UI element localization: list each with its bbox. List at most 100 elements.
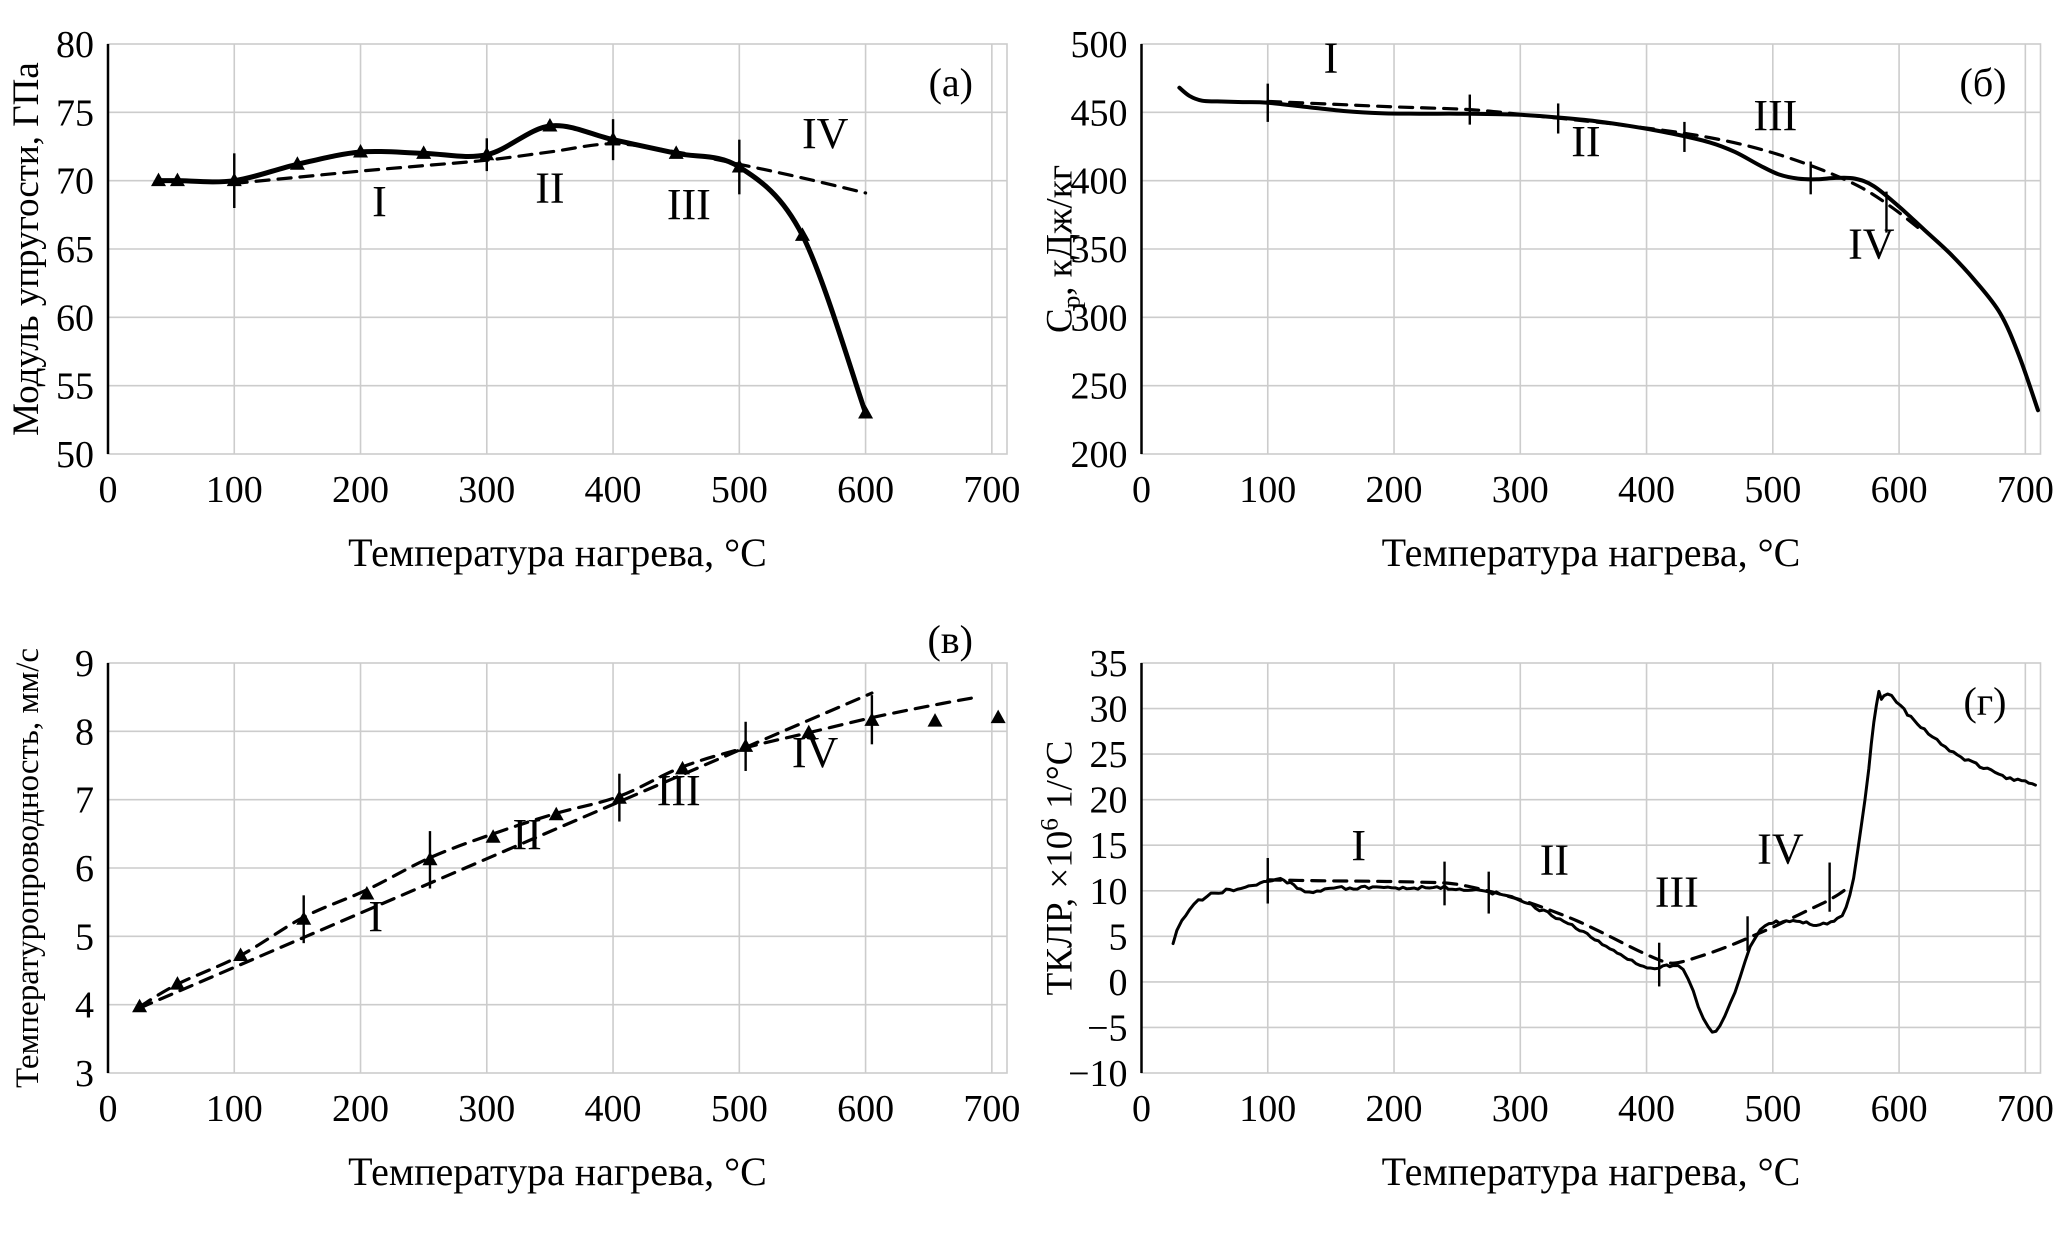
triangle-marker: [794, 227, 810, 241]
x-tick-label-100: 100: [1239, 469, 1296, 511]
triangle-marker: [731, 159, 747, 173]
triangle-marker: [353, 143, 369, 158]
series-measured-noisy-curve: [1171, 689, 2037, 1034]
stage-label-IV: IV: [1757, 824, 1804, 873]
x-tick-label-700: 700: [963, 1088, 1020, 1130]
stage-label-II: II: [1540, 835, 1569, 884]
y-tick-label-5: 5: [75, 916, 94, 958]
x-tick-label-300: 300: [1492, 1088, 1549, 1130]
triangle-marker: [226, 172, 242, 187]
x-tick-label-0: 0: [1132, 1088, 1151, 1130]
x-tick-label-0: 0: [99, 469, 118, 511]
stage-label-I: I: [368, 892, 383, 941]
triangle-marker: [233, 947, 249, 961]
triangle-marker: [151, 172, 167, 187]
triangle-marker: [927, 713, 943, 727]
x-tick-label-200: 200: [1366, 469, 1423, 511]
x-tick-label-400: 400: [1618, 469, 1675, 511]
x-tick-label-600: 600: [837, 469, 894, 511]
stage-label-III: III: [667, 180, 711, 229]
y-tick-label-9: 9: [75, 643, 94, 685]
y-tick-label-80: 80: [56, 24, 94, 66]
y-axis-title: Модуль упругости, ГПа: [6, 62, 47, 436]
y-tick-label-5: 5: [1109, 916, 1128, 958]
x-tick-label-500: 500: [711, 1088, 768, 1130]
y-axis-title: Температуропроводность, мм/с: [10, 648, 46, 1088]
x-tick-label-200: 200: [332, 1088, 389, 1130]
triangle-marker: [548, 806, 564, 821]
y-tick-label-7: 7: [75, 780, 94, 822]
x-tick-label-0: 0: [99, 1088, 118, 1130]
y-tick-label-25: 25: [1090, 734, 1128, 776]
x-tick-label-700: 700: [1997, 1088, 2054, 1130]
stage-label-IV: IV: [1848, 220, 1895, 269]
x-tick-label-100: 100: [1239, 1088, 1296, 1130]
stage-label-III: III: [1655, 867, 1699, 916]
y-axis-title: Cp​, кДж/кг: [1040, 165, 1086, 333]
x-tick-label-400: 400: [1618, 1088, 1675, 1130]
stage-label-IV: IV: [792, 728, 839, 777]
triangle-marker: [485, 829, 501, 843]
triangle-marker: [675, 760, 691, 775]
x-tick-label-700: 700: [963, 469, 1020, 511]
panel-letter: (г): [1963, 679, 2006, 724]
y-tick-label-4: 4: [75, 985, 94, 1027]
y-tick-label-350: 350: [1071, 229, 1128, 271]
y-tick-label-0: 0: [1109, 962, 1128, 1004]
triangle-marker: [542, 118, 558, 132]
stage-label-I: I: [1324, 34, 1339, 83]
stage-label-III: III: [657, 766, 701, 815]
x-axis-title: Температура нагрева, °С: [1382, 1149, 1801, 1194]
stage-label-II: II: [535, 164, 564, 213]
panel-letter: (в): [927, 619, 973, 662]
series-fitted-curve: [137, 695, 979, 1009]
y-tick-label-300: 300: [1071, 297, 1128, 339]
y-tick-label-75: 75: [56, 92, 94, 134]
y-tick-label-55: 55: [56, 366, 94, 408]
y-tick-label-15: 15: [1090, 825, 1128, 867]
series-model-curve: [232, 142, 868, 195]
x-tick-label-600: 600: [1871, 1088, 1928, 1130]
y-tick-label--5: −5: [1087, 1007, 1127, 1049]
stage-label-I: I: [1351, 821, 1366, 870]
y-tick-label-6: 6: [75, 848, 94, 890]
y-tick-label-450: 450: [1071, 92, 1128, 134]
triangle-marker: [169, 172, 185, 187]
x-tick-label-200: 200: [332, 469, 389, 511]
x-tick-label-100: 100: [206, 469, 263, 511]
x-tick-label-700: 700: [1997, 469, 2054, 511]
y-tick-label-400: 400: [1071, 161, 1128, 203]
x-tick-label-600: 600: [837, 1088, 894, 1130]
y-tick-label-250: 250: [1071, 366, 1128, 408]
series-linear-trend: [137, 691, 874, 1010]
triangle-marker: [169, 976, 185, 990]
y-tick-label-70: 70: [56, 161, 94, 203]
y-tick-label--10: −10: [1068, 1053, 1127, 1095]
panel-b-heat-capacity-chart: 200 250 300 350 400 450 500 0 100 200 300 400 500 600…: [1040, 24, 2054, 575]
y-tick-label-60: 60: [56, 297, 94, 339]
triangle-marker: [990, 709, 1006, 724]
panel-letter: (а): [929, 60, 973, 105]
x-tick-label-300: 300: [1492, 469, 1549, 511]
x-tick-label-500: 500: [711, 469, 768, 511]
x-tick-label-500: 500: [1744, 469, 1801, 511]
x-tick-label-200: 200: [1366, 1088, 1423, 1130]
stage-label-II: II: [513, 810, 542, 859]
y-tick-label-50: 50: [56, 434, 94, 476]
triangle-marker: [605, 131, 621, 146]
y-tick-label-8: 8: [75, 711, 94, 753]
y-tick-label-500: 500: [1071, 24, 1128, 66]
y-tick-label-20: 20: [1090, 780, 1128, 822]
triangle-marker: [289, 156, 305, 170]
y-tick-label-35: 35: [1090, 643, 1128, 685]
stage-label-IV: IV: [802, 109, 849, 158]
x-tick-label-300: 300: [458, 469, 515, 511]
series-measured-curve: [1177, 85, 2040, 413]
triangle-marker: [858, 405, 874, 419]
series-model-curve: [1266, 878, 1851, 965]
series-measured-curve: [156, 123, 869, 416]
stage-label-II: II: [1571, 117, 1600, 166]
stage-label-III: III: [1753, 91, 1797, 140]
x-tick-label-400: 400: [585, 469, 642, 511]
